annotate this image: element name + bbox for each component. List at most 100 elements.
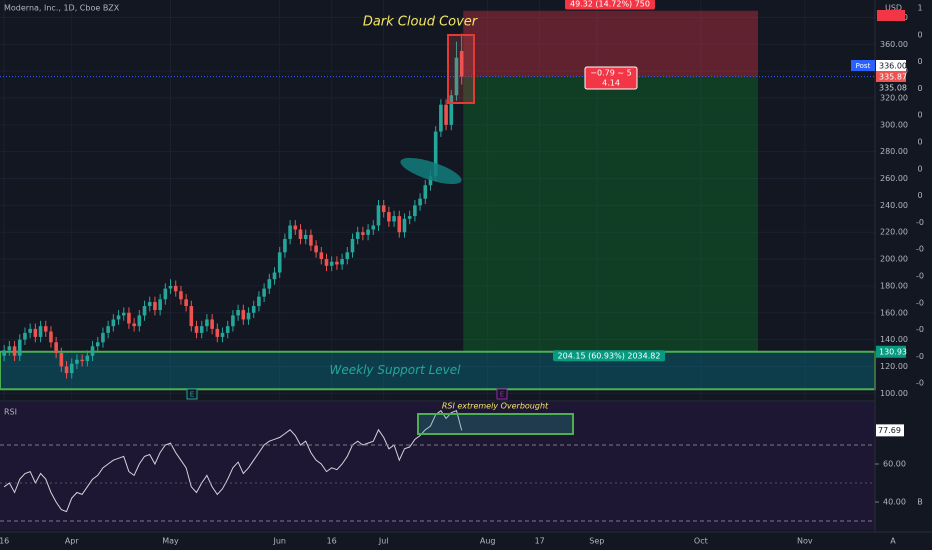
candle-body: [153, 302, 157, 311]
candle-body: [423, 185, 428, 199]
pattern-box: [447, 34, 475, 104]
candle-body: [283, 238, 287, 253]
candle-body: [267, 279, 272, 289]
y-tick-label: 240.00: [880, 201, 908, 210]
candle-body: [277, 252, 282, 273]
target-zone: [463, 76, 759, 352]
zones: Weekly Support Level 49.32 (14.72%) 750 −0…: [0, 0, 876, 391]
rsi-tick-label: 40.00: [883, 498, 906, 507]
x-tick-label: Sep: [589, 537, 604, 546]
candle-body: [439, 104, 443, 132]
candle-body: [210, 319, 214, 329]
event-label: E: [500, 391, 504, 399]
candle-body: [309, 234, 313, 246]
candle-body: [43, 326, 48, 332]
event-marker: [186, 388, 198, 400]
candle-body: [444, 104, 448, 125]
candle-body: [38, 326, 43, 337]
y-tick-label: 220.00: [880, 228, 908, 237]
candle-body: [80, 359, 84, 362]
candle-body: [163, 288, 168, 300]
candle-body: [418, 198, 422, 206]
candle-body: [335, 261, 339, 265]
candle-body: [121, 312, 126, 316]
candle-body: [246, 312, 251, 320]
candle-body: [69, 363, 74, 374]
candle-body: [381, 205, 386, 213]
x-tick-label: Aug: [480, 537, 496, 546]
candle-body: [241, 310, 246, 320]
x-tick-label: 16: [327, 537, 337, 546]
support-label: Weekly Support Level: [330, 363, 462, 377]
zone-label: 49.32 (14.72%) 750: [570, 0, 650, 9]
candle-body: [12, 346, 17, 356]
candle-body: [293, 225, 298, 230]
candle-body: [413, 205, 417, 217]
candle-body: [199, 326, 204, 333]
candle-body: [251, 306, 256, 313]
candle-body: [303, 234, 308, 239]
candle-body: [64, 366, 69, 374]
label-box: [565, 0, 655, 10]
candle-body: [137, 315, 142, 327]
candle-body: [132, 323, 136, 327]
candle-body: [392, 216, 396, 222]
candle-body: [236, 310, 240, 316]
candle-body: [142, 306, 147, 316]
candle-body: [90, 346, 95, 356]
right-scale-label: -0: [916, 325, 924, 334]
candle-body: [345, 252, 350, 260]
rsi-tag: [876, 424, 904, 437]
corner-label: B: [917, 498, 923, 507]
candle-body: [28, 328, 32, 333]
candle-body: [262, 288, 266, 297]
candle-body: [23, 332, 27, 340]
candle-body: [54, 342, 58, 354]
tag-box: [876, 60, 906, 71]
right-scale-label: 0: [917, 138, 922, 147]
candle-body: [449, 95, 454, 125]
y-tick-label: 100.00: [880, 389, 908, 398]
candle-body: [329, 261, 334, 266]
candle-body: [407, 216, 412, 219]
zone-label: 4.14: [602, 79, 620, 88]
right-scale-label: 0: [917, 191, 922, 200]
plot: [2, 33, 464, 513]
candle-body: [371, 225, 376, 230]
event-label: E: [190, 391, 194, 399]
y-tick-label: 140.00: [880, 335, 908, 344]
candle-body: [33, 328, 38, 337]
candle-body: [361, 232, 365, 235]
candle-body: [272, 272, 277, 280]
x-tick-label: Apr: [65, 537, 80, 546]
right-scale-label: -0: [916, 298, 924, 307]
candle-body: [319, 252, 324, 260]
x-tick-label: Jun: [272, 537, 286, 546]
right-scale-label: 0: [917, 30, 922, 39]
x-tick-label: 16: [0, 537, 9, 546]
right-scale-label: -0: [916, 272, 924, 281]
x-tick-label: Nov: [797, 537, 813, 546]
right-scale-label: 0: [917, 57, 922, 66]
candle-body: [355, 232, 360, 239]
candle-body: [194, 326, 199, 333]
candle-body: [340, 259, 344, 265]
x-tick-label: May: [162, 537, 179, 546]
zone-label: 204.15 (60.93%) 2034.82: [558, 351, 661, 360]
candle-body: [433, 131, 438, 176]
rsi-box: [417, 413, 574, 435]
candle-body: [85, 355, 90, 362]
y-tick-label: 160.00: [880, 308, 908, 317]
event-marker: [496, 388, 508, 400]
label-box: [584, 66, 638, 90]
tag-label: 335.87: [879, 73, 907, 82]
y-tick-label: 120.00: [880, 362, 908, 371]
candle-body: [189, 306, 194, 327]
x-tick-label: 17: [535, 537, 545, 546]
candle-body: [106, 326, 110, 333]
currency: USD: [885, 4, 902, 13]
tag-label: Post: [856, 62, 871, 70]
right-scale-label: -0: [916, 352, 924, 361]
candle-body: [459, 51, 464, 77]
candle-body: [324, 259, 329, 266]
